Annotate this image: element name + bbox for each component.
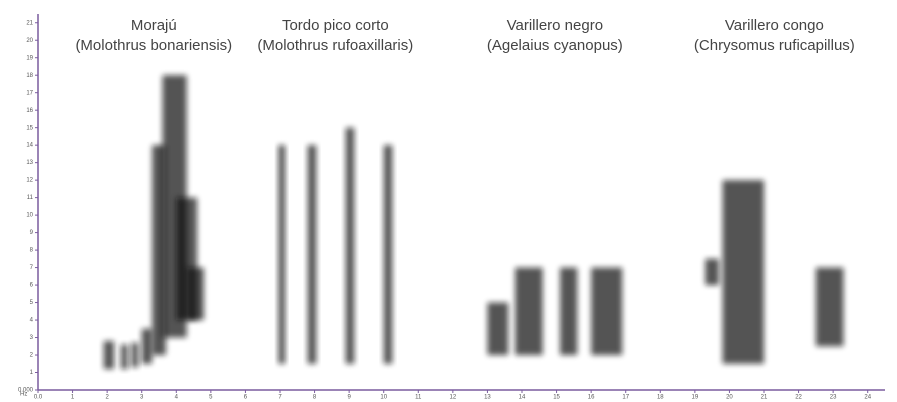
- y-tick-label: 20: [26, 38, 33, 44]
- call: [487, 303, 508, 355]
- x-tick-label: 11: [415, 395, 422, 401]
- species-common-name: Tordo pico corto: [282, 17, 389, 34]
- x-tick-label: 6: [244, 395, 248, 401]
- y-tick-label: 12: [26, 178, 33, 184]
- x-tick-label: 2: [105, 395, 109, 401]
- x-tick-label: 4: [175, 395, 179, 401]
- call: [121, 345, 128, 369]
- y-tick-label: 16: [26, 108, 33, 114]
- call: [187, 268, 204, 320]
- call: [560, 268, 577, 355]
- y-tick-label: 5: [30, 300, 34, 306]
- x-tick-label: 1: [71, 395, 75, 401]
- x-tick-label: 18: [657, 395, 664, 401]
- x-tick-label: 14: [519, 395, 526, 401]
- y-tick-label: 7: [30, 265, 34, 271]
- y-tick-label: 8: [30, 248, 34, 254]
- call: [384, 145, 393, 364]
- x-tick-label: 5: [209, 395, 213, 401]
- x-tick-label: 7: [278, 395, 282, 401]
- x-tick-label: 8: [313, 395, 317, 401]
- x-tick-label: 0.0: [34, 395, 43, 401]
- y-tick-label: 15: [26, 125, 33, 131]
- y-tick-label: 18: [26, 73, 33, 79]
- x-tick-label: 13: [484, 395, 491, 401]
- x-tick-label: 22: [795, 395, 802, 401]
- call: [346, 128, 355, 364]
- x-tick-label: 19: [692, 395, 699, 401]
- x-tick-label: 24: [864, 395, 871, 401]
- y-tick-label: 11: [27, 195, 34, 201]
- x-tick-label: 9: [347, 395, 351, 401]
- y-tick-label: 14: [26, 143, 33, 149]
- y-tick-label: 21: [26, 20, 33, 26]
- y-tick-label: 19: [26, 55, 33, 61]
- call: [278, 145, 285, 364]
- species-common-name: Varillero negro: [507, 17, 603, 34]
- species-common-name: Morajú: [131, 17, 177, 34]
- species-scientific-name: (Molothrus rufoaxillaris): [257, 37, 413, 54]
- species-common-name: Varillero congo: [725, 17, 824, 34]
- y-tick-label: 0.000: [18, 388, 34, 394]
- x-tick-label: 20: [726, 395, 733, 401]
- call: [131, 343, 138, 367]
- x-tick-label: 17: [622, 395, 629, 401]
- species-scientific-name: (Chrysomus ruficapillus): [694, 37, 855, 54]
- x-tick-label: 16: [588, 395, 595, 401]
- y-tick-label: 2: [30, 353, 34, 359]
- x-tick-label: 10: [380, 395, 387, 401]
- species-scientific-name: (Molothrus bonariensis): [75, 37, 232, 54]
- y-tick-label: 13: [26, 160, 33, 166]
- call: [816, 268, 844, 347]
- y-tick-label: 10: [26, 213, 33, 219]
- y-tick-label: 17: [26, 90, 33, 96]
- x-tick-label: 23: [830, 395, 837, 401]
- y-tick-label: 9: [30, 230, 34, 236]
- call: [104, 341, 114, 369]
- call: [142, 329, 152, 364]
- call: [591, 268, 622, 355]
- call: [723, 180, 764, 364]
- call: [705, 259, 719, 285]
- call: [515, 268, 543, 355]
- spectrogram-chart: Hz Morajú(Molothrus bonariensis)Tordo pi…: [0, 0, 897, 402]
- call: [308, 145, 317, 364]
- y-tick-label: 4: [30, 318, 34, 324]
- x-tick-label: 21: [761, 395, 768, 401]
- x-tick-label: 15: [553, 395, 560, 401]
- y-tick-label: 3: [30, 335, 34, 341]
- species-scientific-name: (Agelaius cyanopus): [487, 37, 623, 54]
- x-tick-label: 12: [450, 395, 457, 401]
- y-tick-label: 6: [30, 283, 34, 289]
- y-tick-label: 1: [30, 370, 34, 376]
- x-tick-label: 3: [140, 395, 144, 401]
